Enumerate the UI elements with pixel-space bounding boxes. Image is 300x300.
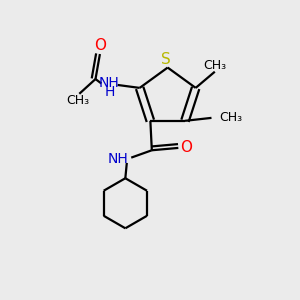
Text: NH: NH xyxy=(99,76,120,91)
Text: H: H xyxy=(104,85,115,99)
Text: O: O xyxy=(94,38,106,53)
Text: CH₃: CH₃ xyxy=(203,59,227,72)
Text: CH₃: CH₃ xyxy=(219,111,242,124)
Text: O: O xyxy=(180,140,192,155)
Text: S: S xyxy=(161,52,171,67)
Text: NH: NH xyxy=(107,152,128,166)
Text: CH₃: CH₃ xyxy=(66,94,89,107)
